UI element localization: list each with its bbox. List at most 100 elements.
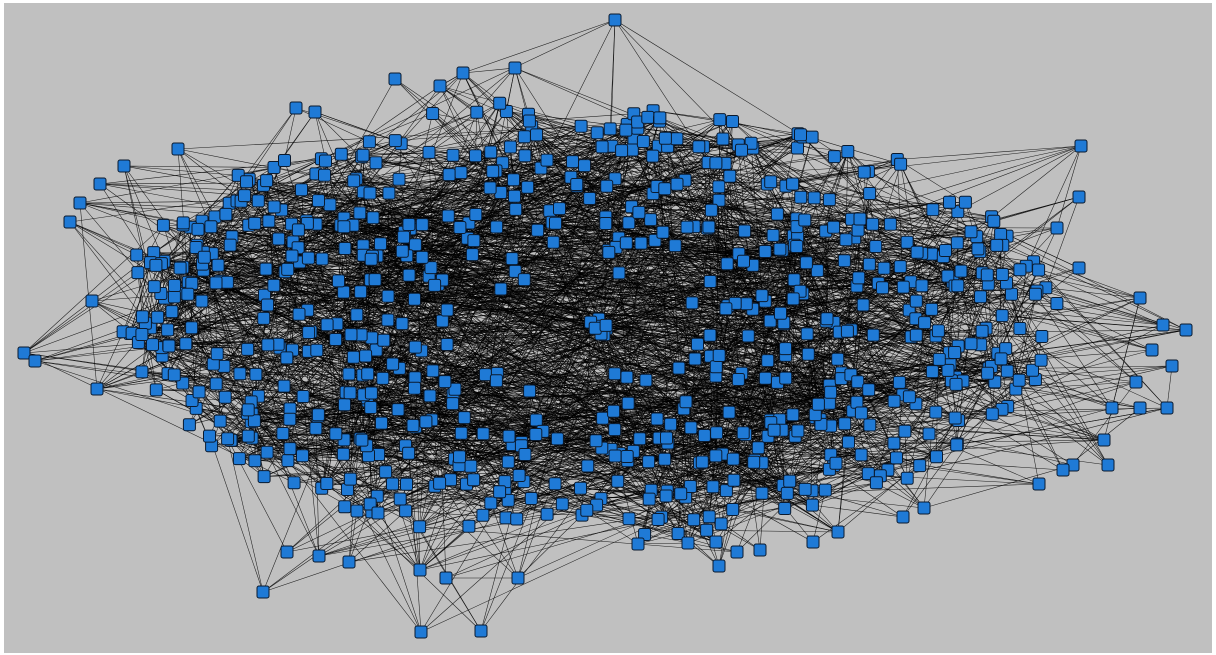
graph-node[interactable] <box>990 238 1004 252</box>
graph-node[interactable] <box>840 324 854 338</box>
graph-node[interactable] <box>644 213 658 227</box>
graph-node[interactable] <box>440 338 454 351</box>
graph-node[interactable] <box>827 220 841 234</box>
graph-node[interactable] <box>361 367 375 381</box>
graph-node[interactable] <box>379 465 393 479</box>
graph-node[interactable] <box>1072 261 1086 275</box>
graph-node[interactable] <box>1056 463 1070 477</box>
graph-node[interactable] <box>508 61 522 75</box>
graph-node[interactable] <box>446 397 460 411</box>
graph-node[interactable] <box>633 432 647 446</box>
graph-node[interactable] <box>1133 401 1147 415</box>
graph-node[interactable] <box>476 508 490 522</box>
graph-node[interactable] <box>147 280 161 294</box>
graph-node[interactable] <box>863 418 877 432</box>
graph-node[interactable] <box>197 250 211 264</box>
graph-node[interactable] <box>312 549 326 563</box>
graph-node[interactable] <box>505 252 519 266</box>
graph-node[interactable] <box>703 275 717 288</box>
network-graph[interactable] <box>4 3 1212 653</box>
graph-node[interactable] <box>980 268 994 282</box>
graph-node[interactable] <box>320 477 334 490</box>
graph-node[interactable] <box>287 476 301 490</box>
graph-node[interactable] <box>1013 263 1027 277</box>
graph-node[interactable] <box>493 485 507 499</box>
graph-node[interactable] <box>758 245 772 258</box>
graph-node[interactable] <box>659 489 673 503</box>
graph-node[interactable] <box>692 140 706 154</box>
graph-node[interactable] <box>426 364 440 378</box>
graph-node[interactable] <box>209 377 223 391</box>
graph-node[interactable] <box>363 186 377 200</box>
graph-node[interactable] <box>950 236 964 250</box>
graph-node[interactable] <box>1179 323 1193 337</box>
graph-node[interactable] <box>930 450 943 464</box>
graph-node[interactable] <box>502 429 516 443</box>
graph-node[interactable] <box>1028 287 1042 301</box>
graph-node[interactable] <box>1101 458 1115 472</box>
graph-node[interactable] <box>680 220 694 234</box>
graph-node[interactable] <box>347 174 361 188</box>
graph-node[interactable] <box>608 13 622 27</box>
graph-node[interactable] <box>580 503 594 517</box>
graph-node[interactable] <box>798 482 812 496</box>
graph-node[interactable] <box>195 294 209 308</box>
graph-node[interactable] <box>726 452 740 466</box>
graph-node[interactable] <box>1072 190 1086 204</box>
graph-node[interactable] <box>296 449 309 463</box>
graph-node[interactable] <box>1032 477 1046 491</box>
graph-node[interactable] <box>1105 401 1119 415</box>
graph-node[interactable] <box>720 257 734 271</box>
graph-node[interactable] <box>900 235 914 249</box>
graph-node[interactable] <box>822 396 836 410</box>
graph-node[interactable] <box>310 343 324 357</box>
graph-node[interactable] <box>1097 433 1111 447</box>
graph-node[interactable] <box>295 183 308 197</box>
graph-node[interactable] <box>670 177 684 191</box>
graph-node[interactable] <box>764 175 778 189</box>
graph-node[interactable] <box>285 249 299 263</box>
graph-node[interactable] <box>712 559 726 573</box>
graph-node[interactable] <box>794 190 808 204</box>
graph-node[interactable] <box>1165 359 1179 373</box>
graph-node[interactable] <box>257 311 271 325</box>
graph-node[interactable] <box>735 143 748 157</box>
graph-node[interactable] <box>301 251 315 265</box>
graph-node[interactable] <box>259 262 273 276</box>
graph-node[interactable] <box>346 350 360 364</box>
graph-node[interactable] <box>402 218 416 231</box>
graph-node[interactable] <box>1013 322 1027 335</box>
graph-node[interactable] <box>608 423 622 437</box>
graph-node[interactable] <box>722 405 736 419</box>
graph-node[interactable] <box>171 142 185 156</box>
graph-node[interactable] <box>441 209 455 223</box>
graph-node[interactable] <box>892 375 906 389</box>
graph-node[interactable] <box>440 303 454 317</box>
graph-node[interactable] <box>337 220 351 234</box>
graph-node[interactable] <box>820 312 834 326</box>
graph-node[interactable] <box>621 396 635 410</box>
graph-node[interactable] <box>805 130 819 144</box>
graph-node[interactable] <box>28 354 42 368</box>
graph-node[interactable] <box>319 154 332 168</box>
graph-node[interactable] <box>887 394 901 408</box>
graph-node[interactable] <box>883 217 897 231</box>
graph-node[interactable] <box>995 268 1009 281</box>
graph-node[interactable] <box>323 198 337 212</box>
graph-node[interactable] <box>612 266 626 280</box>
graph-node[interactable] <box>926 203 940 217</box>
graph-node[interactable] <box>761 354 775 368</box>
graph-node[interactable] <box>90 382 104 396</box>
graph-node[interactable] <box>465 248 479 262</box>
graph-node[interactable] <box>329 427 343 441</box>
graph-node[interactable] <box>280 351 294 365</box>
graph-node[interactable] <box>866 217 880 231</box>
graph-node[interactable] <box>364 252 378 266</box>
graph-node[interactable] <box>726 503 740 516</box>
graph-node[interactable] <box>726 115 739 128</box>
graph-node[interactable] <box>426 107 440 120</box>
graph-node[interactable] <box>896 280 910 294</box>
graph-node[interactable] <box>276 427 290 440</box>
graph-node[interactable] <box>302 326 316 339</box>
graph-node[interactable] <box>413 520 427 534</box>
